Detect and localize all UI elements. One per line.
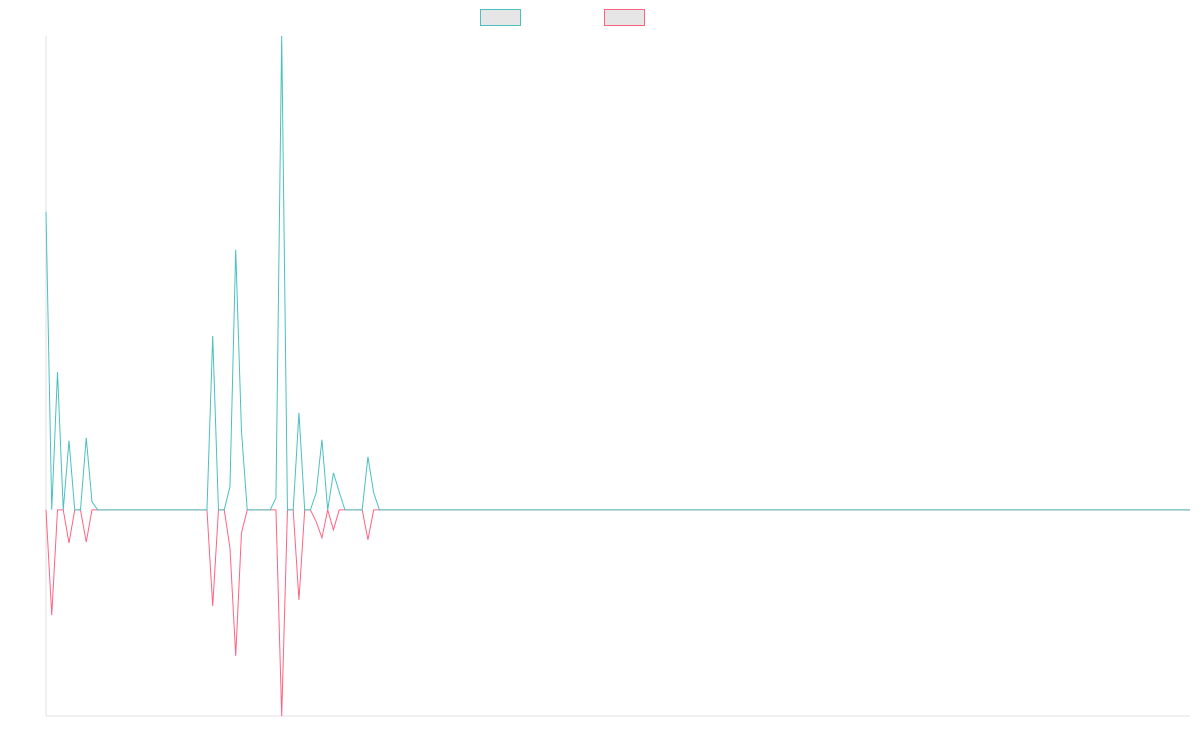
line-series (45, 509, 1190, 717)
legend-swatch (604, 9, 645, 26)
line-series (45, 35, 1190, 511)
legend-swatch (480, 9, 521, 26)
